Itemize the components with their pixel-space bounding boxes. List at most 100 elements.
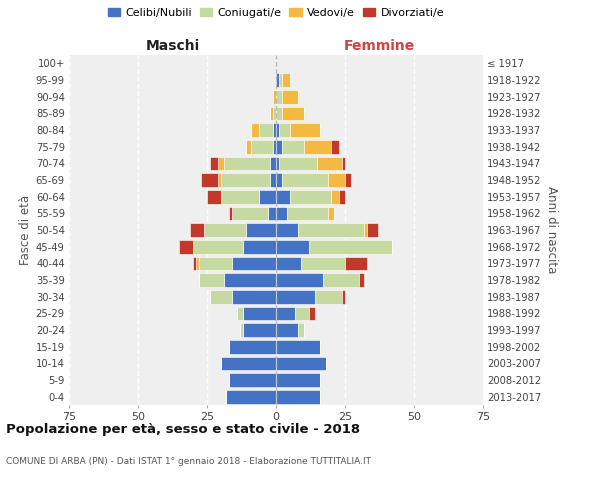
Bar [276,73,279,87]
Bar [364,223,367,237]
Bar [271,106,273,120]
Bar [229,206,232,220]
Bar [271,173,276,187]
Bar [232,206,268,220]
Bar [218,156,224,170]
Bar [276,356,326,370]
Bar [276,390,320,404]
Bar [290,190,331,203]
Bar [276,306,295,320]
Bar [276,140,281,153]
Text: COMUNE DI ARBA (PN) - Dati ISTAT 1° gennaio 2018 - Elaborazione TUTTITALIA.IT: COMUNE DI ARBA (PN) - Dati ISTAT 1° genn… [6,458,371,466]
Text: Popolazione per età, sesso e stato civile - 2018: Popolazione per età, sesso e stato civil… [6,422,360,436]
Bar [232,256,276,270]
Bar [268,206,276,220]
Bar [273,90,276,104]
Bar [279,123,290,137]
Bar [226,390,276,404]
Bar [281,73,290,87]
Bar [340,190,345,203]
Bar [243,306,276,320]
Bar [273,123,276,137]
Bar [190,223,204,237]
Bar [331,190,340,203]
Bar [276,290,314,304]
Bar [276,156,279,170]
Bar [281,140,304,153]
Bar [281,90,298,104]
Bar [210,156,218,170]
Bar [238,306,243,320]
Bar [221,173,271,187]
Bar [279,73,281,87]
Bar [276,173,281,187]
Bar [243,323,276,337]
Bar [359,273,364,287]
Bar [328,173,345,187]
Bar [224,156,271,170]
Bar [179,240,193,254]
Bar [301,256,345,270]
Bar [298,323,304,337]
Bar [276,90,281,104]
Bar [251,140,273,153]
Bar [229,340,276,353]
Bar [276,123,279,137]
Bar [218,173,221,187]
Bar [193,256,196,270]
Bar [199,273,224,287]
Bar [273,140,276,153]
Bar [224,273,276,287]
Bar [309,240,392,254]
Bar [276,273,323,287]
Bar [251,123,259,137]
Bar [304,140,331,153]
Bar [259,123,273,137]
Bar [314,290,342,304]
Bar [276,323,298,337]
Y-axis label: Fasce di età: Fasce di età [19,195,32,265]
Bar [287,206,328,220]
Bar [210,290,232,304]
Bar [259,190,276,203]
Bar [271,156,276,170]
Bar [221,356,276,370]
Bar [276,190,290,203]
Bar [276,373,320,387]
Bar [328,206,334,220]
Bar [295,306,309,320]
Legend: Celibi/Nubili, Coniugati/e, Vedovi/e, Divorziati/e: Celibi/Nubili, Coniugati/e, Vedovi/e, Di… [103,3,449,22]
Bar [243,240,276,254]
Bar [276,256,301,270]
Bar [276,106,281,120]
Bar [221,190,259,203]
Bar [199,256,232,270]
Bar [193,240,243,254]
Bar [317,156,342,170]
Bar [281,173,328,187]
Bar [298,223,364,237]
Bar [276,206,287,220]
Bar [276,340,320,353]
Bar [367,223,378,237]
Bar [207,190,221,203]
Text: Maschi: Maschi [145,38,200,52]
Bar [279,156,317,170]
Bar [273,106,276,120]
Bar [240,323,243,337]
Text: Femmine: Femmine [344,38,415,52]
Bar [202,173,218,187]
Bar [345,256,367,270]
Bar [276,223,298,237]
Bar [342,290,345,304]
Bar [290,123,320,137]
Bar [229,373,276,387]
Bar [331,140,340,153]
Bar [276,240,309,254]
Bar [204,223,245,237]
Bar [281,106,304,120]
Bar [245,140,251,153]
Bar [345,173,350,187]
Bar [309,306,314,320]
Bar [232,290,276,304]
